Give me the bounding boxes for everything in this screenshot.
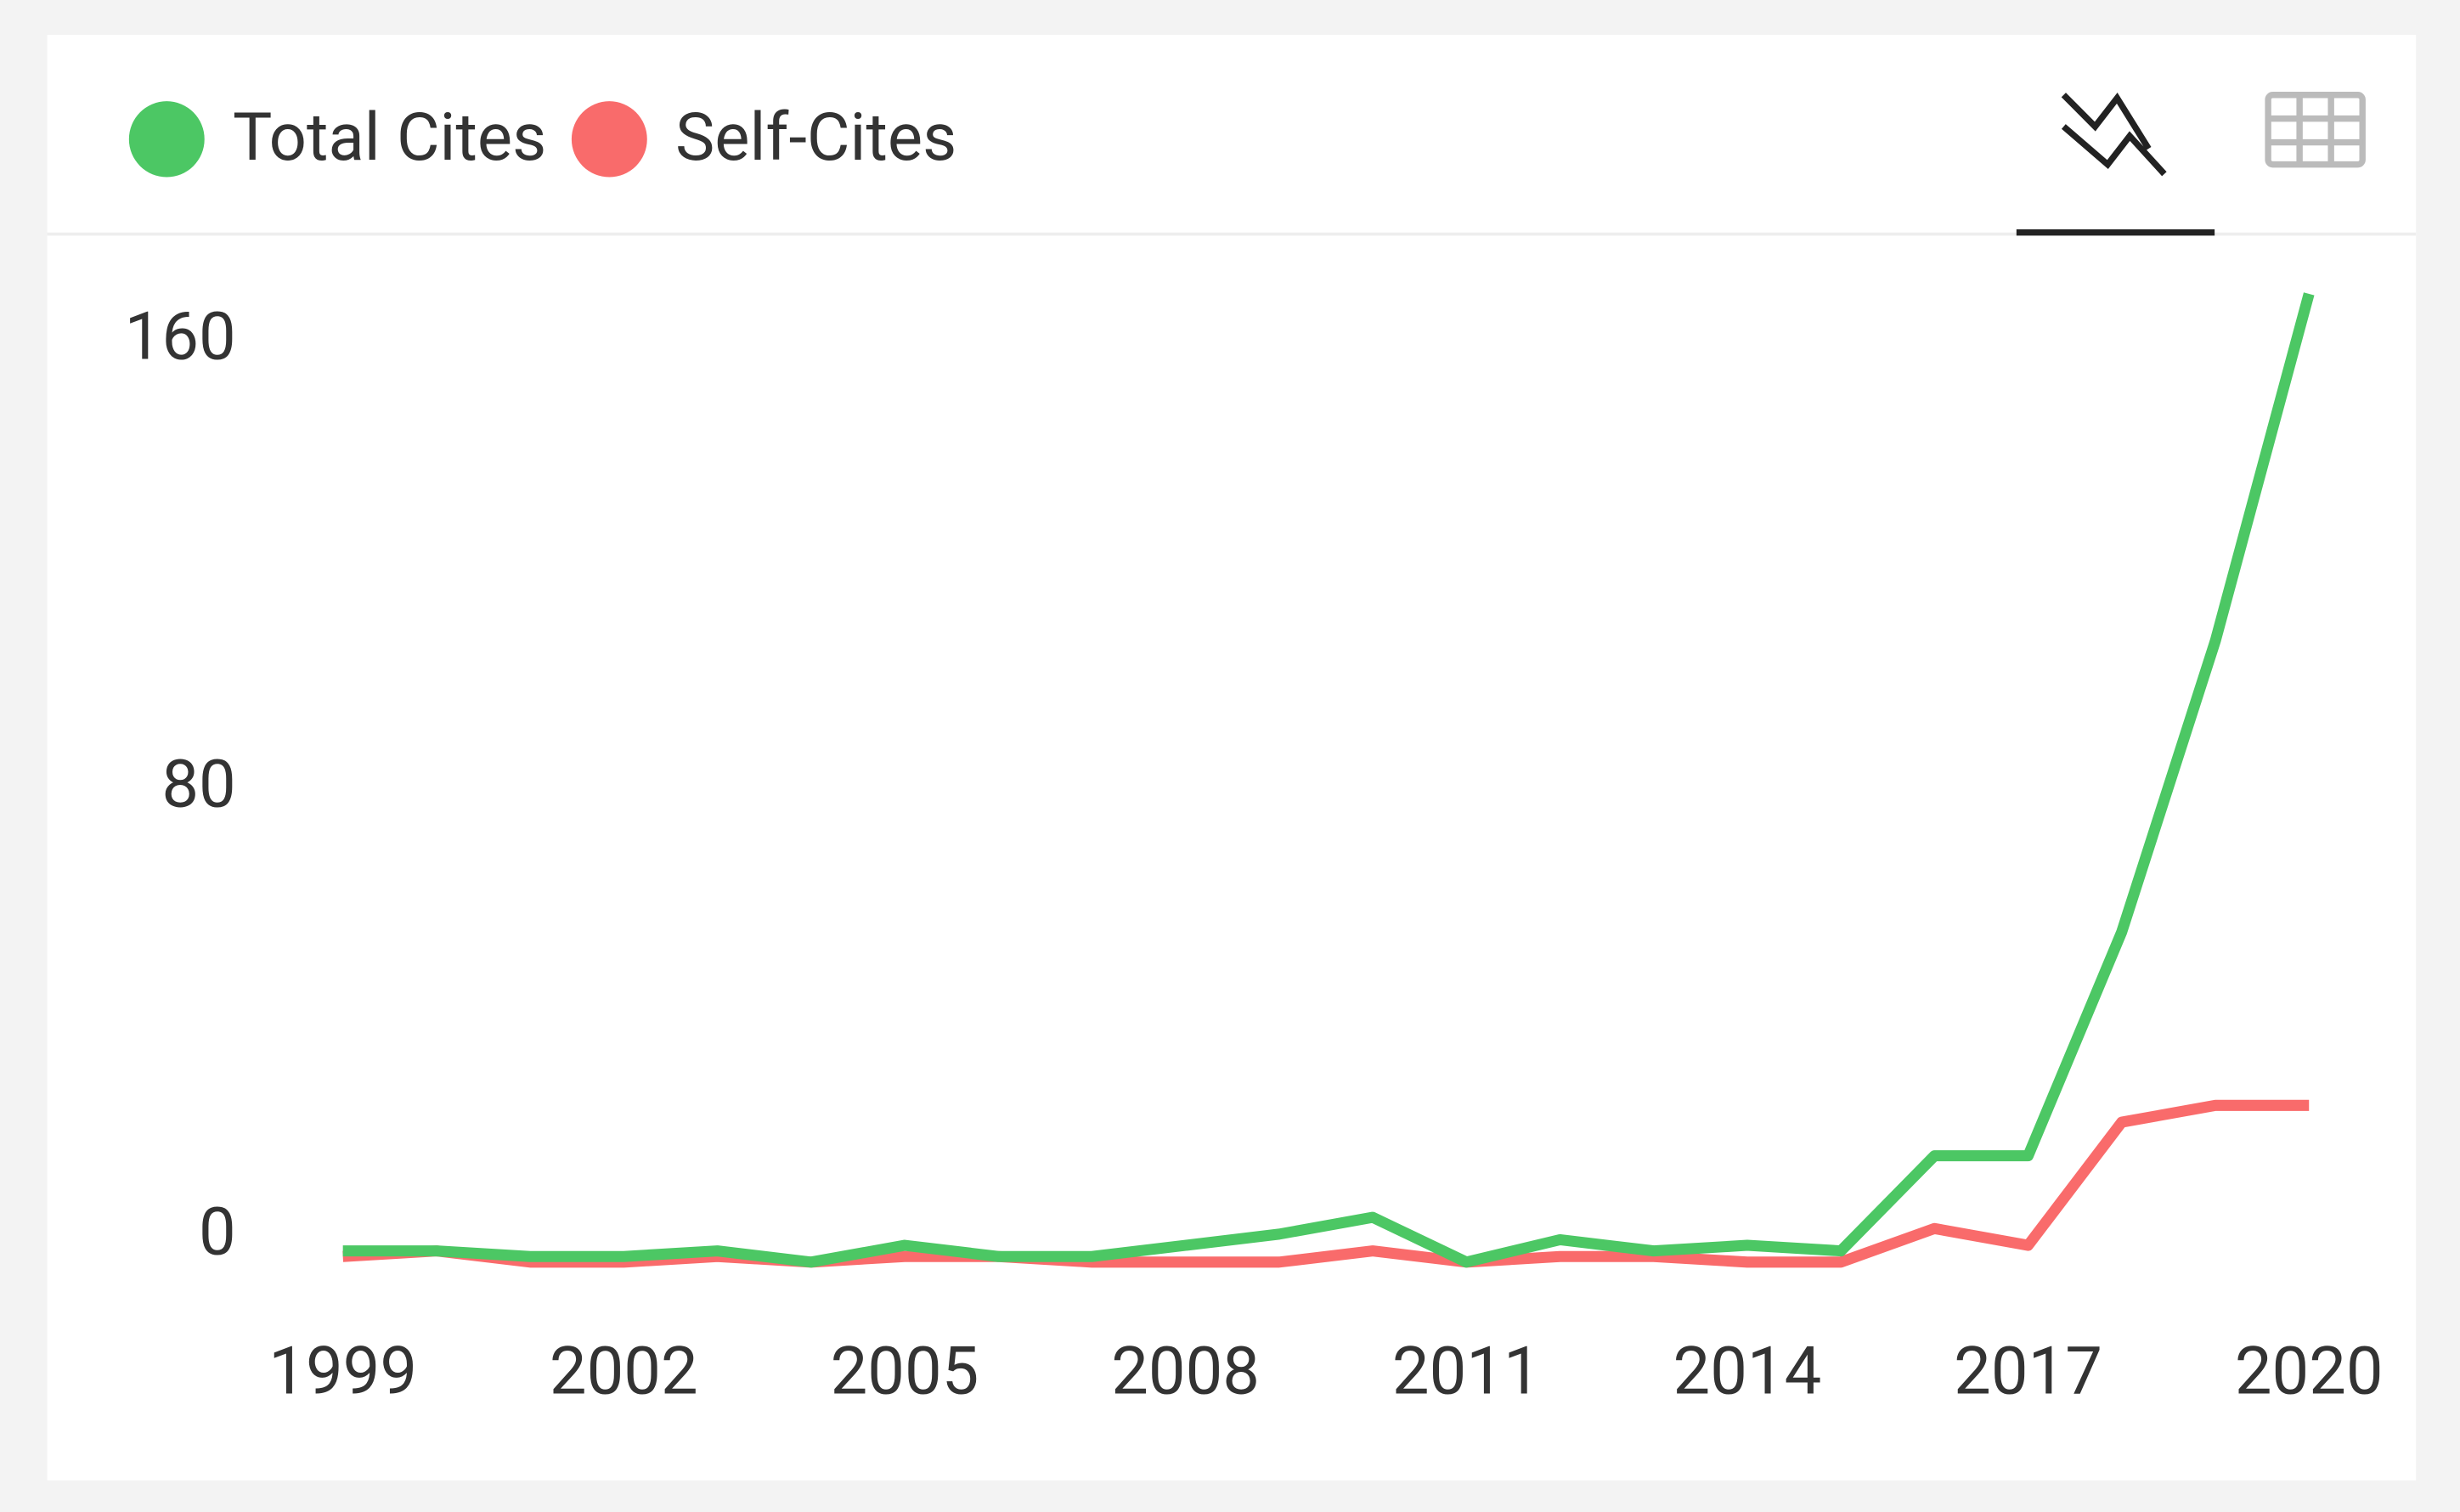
x-tick-label: 2005	[831, 1333, 979, 1410]
x-tick-label: 2002	[550, 1333, 698, 1410]
series-line	[342, 292, 2315, 1268]
series-line	[342, 1099, 2310, 1268]
table-icon[interactable]	[2265, 91, 2366, 168]
x-tick-label: 2014	[1673, 1333, 1822, 1410]
legend-swatch[interactable]	[571, 101, 647, 178]
legend-swatch[interactable]	[128, 101, 205, 178]
line-chart-icon[interactable]	[2061, 92, 2167, 177]
legend-label[interactable]: Total Cites	[233, 99, 546, 177]
y-tick-label: 80	[161, 746, 235, 823]
x-tick-label: 2020	[2235, 1333, 2384, 1410]
x-tick-label: 2008	[1111, 1333, 1260, 1410]
x-tick-label: 2017	[1954, 1333, 2102, 1410]
y-tick-label: 160	[125, 298, 236, 375]
line-view-tab[interactable]	[2016, 92, 2215, 236]
table-view-tab[interactable]	[2265, 91, 2366, 168]
x-tick-label: 2011	[1392, 1333, 1541, 1410]
x-tick-label: 1999	[268, 1333, 417, 1410]
y-tick-label: 0	[199, 1193, 236, 1271]
legend-label[interactable]: Self-Cites	[675, 99, 956, 177]
